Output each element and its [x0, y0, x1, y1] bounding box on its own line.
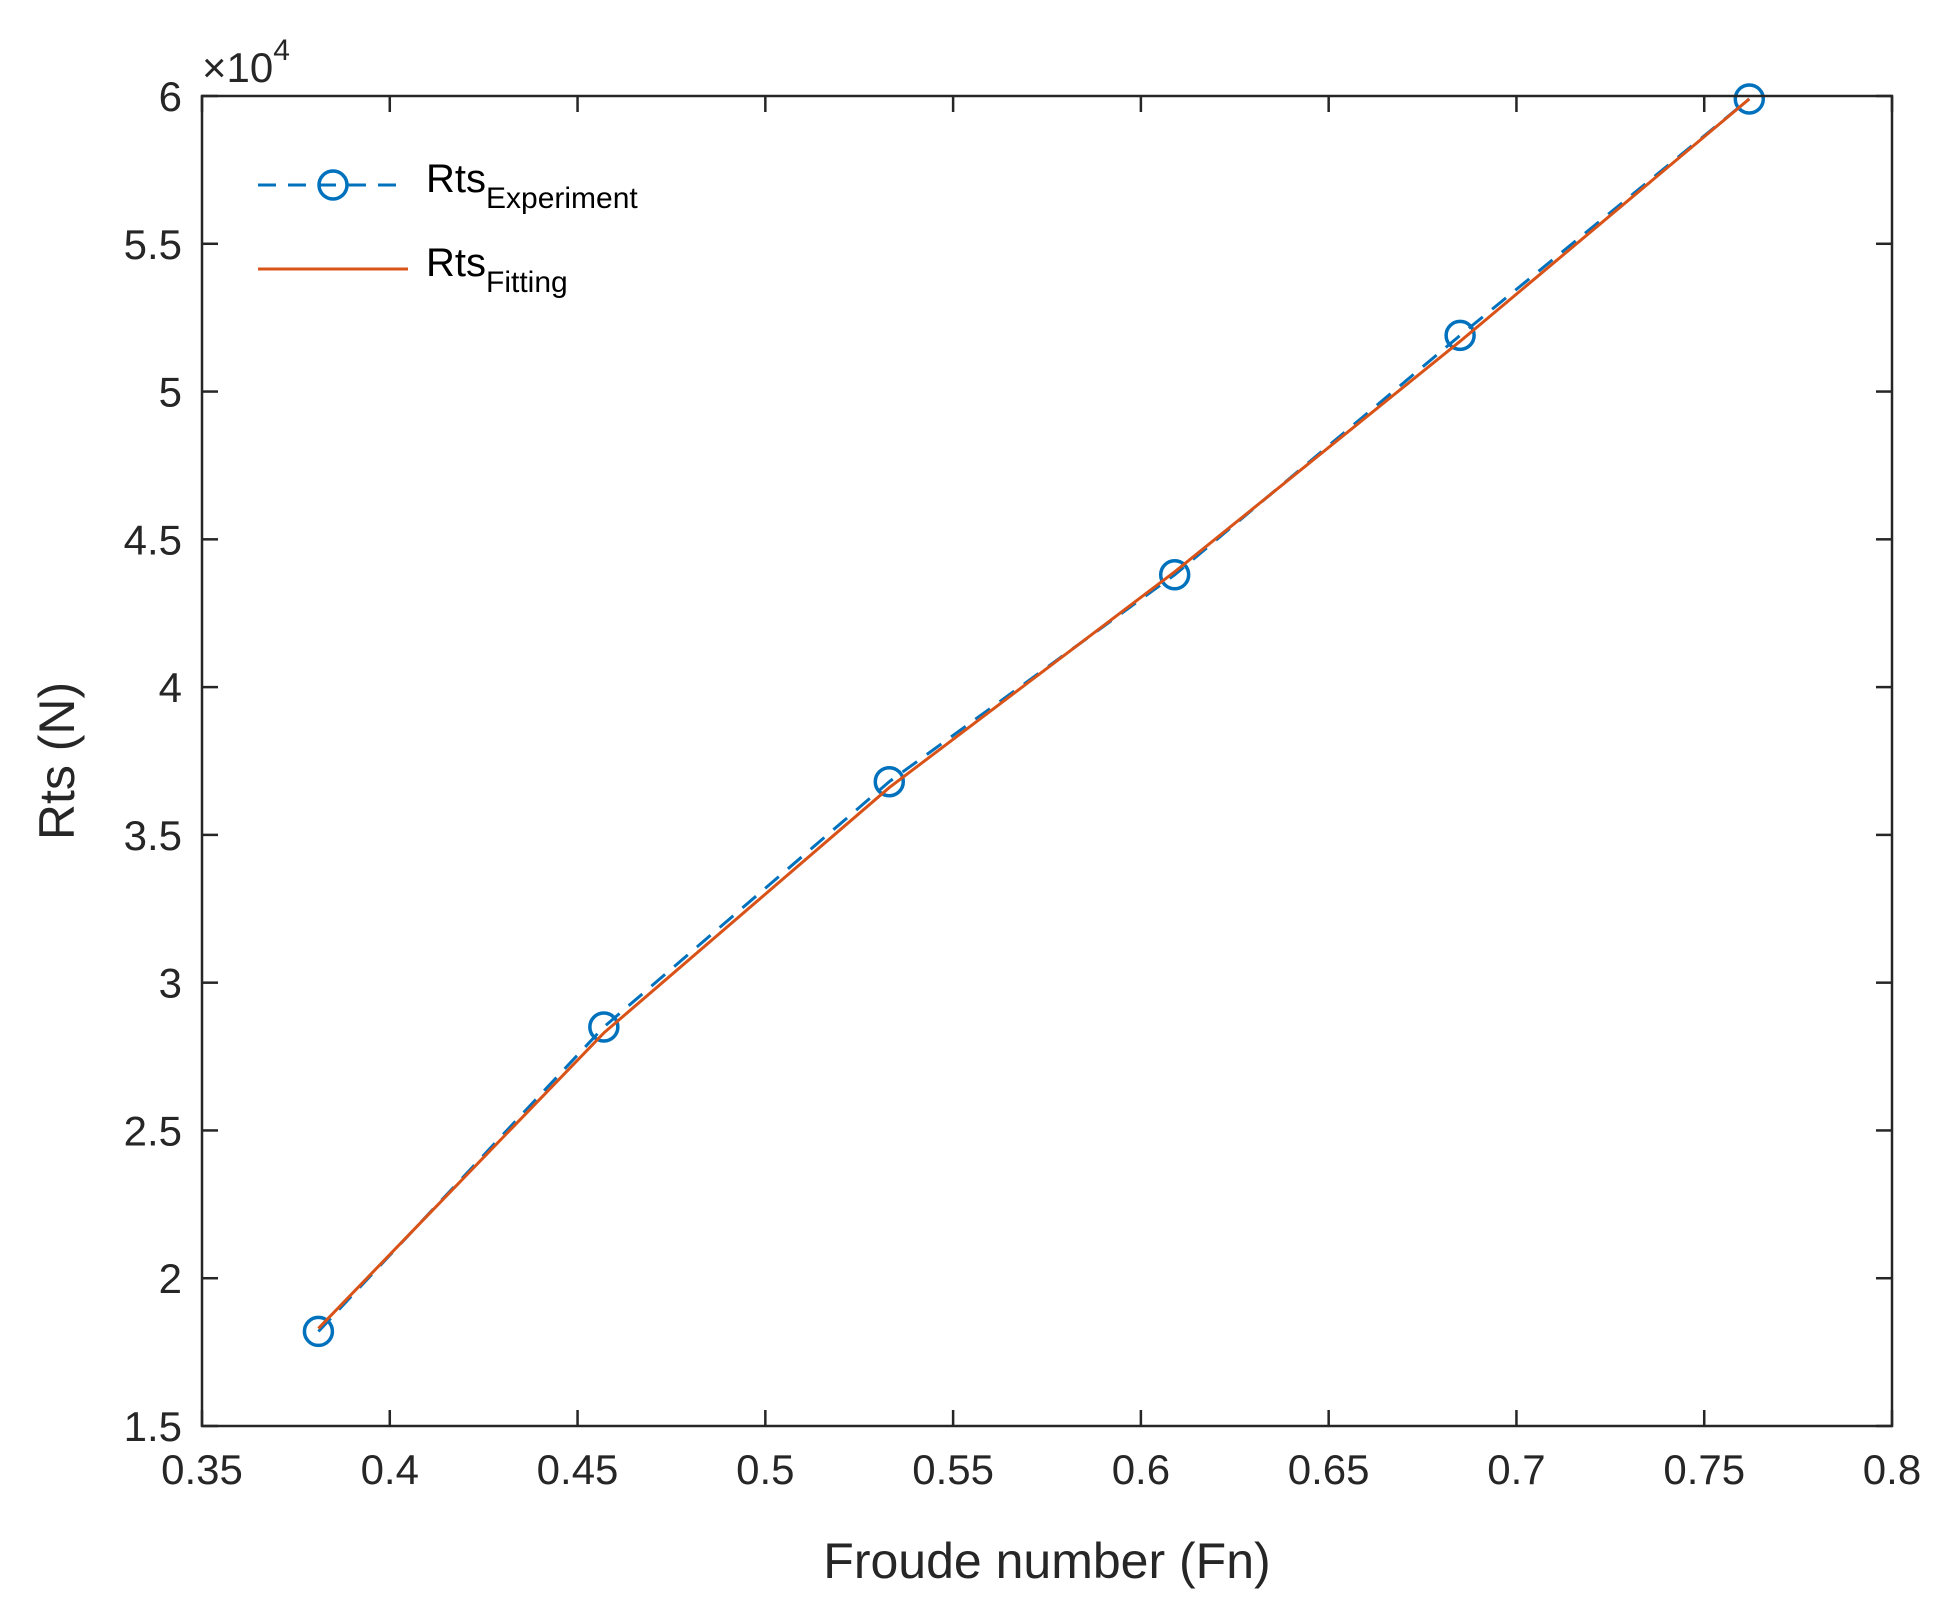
x-tick-label-0: 0.35: [161, 1446, 243, 1493]
experiment-point-1: [588, 1011, 620, 1043]
legend-experiment-label: RtsExperiment: [426, 157, 638, 215]
legend-entry-fitting: RtsFitting: [258, 241, 568, 299]
x-tick-label-2: 0.45: [537, 1446, 619, 1493]
plot-frame: [200, 94, 1894, 1428]
legend-fitting-subscript: Fitting: [486, 266, 568, 299]
x-tick-label-4: 0.55: [912, 1446, 994, 1493]
x-tick-label-6: 0.65: [1288, 1446, 1370, 1493]
x-tick-label-1: 0.4: [361, 1446, 419, 1493]
exponent-label: ×104: [202, 34, 290, 91]
y-tick-label-8: 5.5: [124, 221, 182, 268]
y-tick-label-4: 3.5: [124, 812, 182, 859]
legend-experiment-marker: [317, 169, 349, 201]
y-tick-label-6: 4.5: [124, 516, 182, 563]
experiment-point-0: [302, 1315, 335, 1348]
experiment-point-3: [1158, 559, 1191, 591]
experiment-point-4: [1444, 319, 1476, 352]
experiment-point-2: [873, 765, 906, 798]
y-tick-label-9: 6: [159, 73, 182, 120]
y-tick-labels: 1.5 2 2.5 3 3.5 4 4.5 5 5.5 6: [124, 73, 182, 1450]
y-tick-label-7: 5: [159, 369, 182, 416]
y-tick-label-3: 3: [159, 960, 182, 1007]
exponent-power: 4: [273, 34, 290, 67]
x-tick-label-8: 0.75: [1663, 1446, 1745, 1493]
x-tick-label-7: 0.7: [1487, 1446, 1545, 1493]
legend-experiment-name: Rts: [426, 157, 486, 201]
series-fitting-line: [317, 97, 1751, 1330]
x-tick-labels: 0.35 0.4 0.45 0.5 0.55 0.6 0.65 0.7 0.75 0.8: [161, 1446, 1921, 1493]
y-tick-label-2: 2.5: [124, 1107, 182, 1154]
y-tick-label-1: 2: [159, 1255, 182, 1302]
y-axis-title: Rts (N): [29, 682, 85, 840]
x-tick-label-5: 0.6: [1112, 1446, 1170, 1493]
x-axis-title: Froude number (Fn): [823, 1533, 1270, 1589]
y-tick-label-0: 1.5: [124, 1403, 182, 1450]
legend-fitting-name: Rts: [426, 241, 486, 285]
legend: RtsExperiment RtsFitting: [258, 157, 638, 299]
series-layer: [302, 83, 1766, 1348]
x-tick-label-3: 0.5: [736, 1446, 794, 1493]
x-tick-label-9: 0.8: [1863, 1446, 1921, 1493]
plot-background: [202, 96, 1892, 1426]
legend-entry-experiment: RtsExperiment: [258, 157, 638, 215]
y-tick-label-5: 4: [159, 664, 182, 711]
experiment-point-5: [1733, 83, 1766, 115]
legend-fitting-label: RtsFitting: [426, 241, 568, 299]
exponent-base: ×10: [202, 44, 273, 91]
legend-experiment-subscript: Experiment: [486, 182, 638, 215]
